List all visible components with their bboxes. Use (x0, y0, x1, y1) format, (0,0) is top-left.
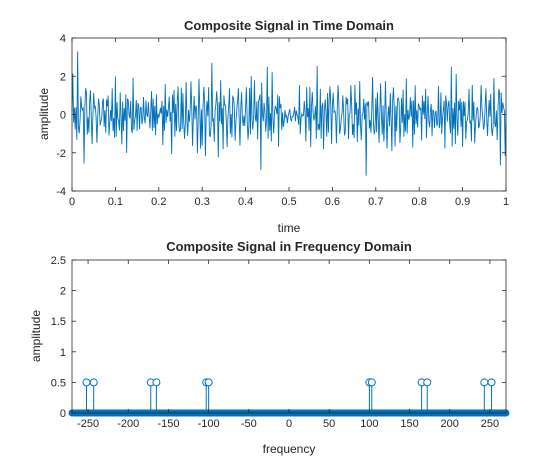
frequency-domain-xlabel: frequency (263, 442, 316, 456)
frequency-domain-xtick-label: -150 (157, 418, 179, 430)
frequency-domain-peak-marker (480, 378, 489, 387)
time-domain-plot (71, 51, 507, 176)
frequency-domain-peak-marker (487, 378, 496, 387)
frequency-domain-ytick-label: 0.5 (51, 377, 66, 389)
time-domain-xtick-label: 0.9 (455, 196, 470, 208)
frequency-domain-peak-marker (82, 378, 91, 387)
time-domain-box (71, 37, 507, 192)
frequency-domain-peak-marker (152, 378, 161, 387)
frequency-domain-xtick-label: -200 (117, 418, 139, 430)
time-domain-xtick-label: 0.7 (368, 196, 383, 208)
time-domain-xtick-label: 0.3 (195, 196, 210, 208)
frequency-domain-xtick-label: 100 (360, 418, 378, 430)
frequency-domain-box (71, 259, 507, 414)
time-domain-ytick-label: -2 (56, 148, 66, 160)
frequency-domain-title: Composite Signal in Frequency Domain (166, 239, 412, 254)
time-domain-xtick-label: 0 (69, 196, 75, 208)
frequency-domain-xtick-label: 150 (400, 418, 418, 430)
frequency-domain-ticks: -250 -200 -150 -100 -50 0 50 100 150 200 250 0 0.5 1 1… (51, 255, 506, 430)
time-domain-xtick-label: 0.1 (108, 196, 123, 208)
time-domain-xtick-label: 0.8 (412, 196, 427, 208)
frequency-domain-ytick-label: 1 (60, 347, 66, 359)
frequency-domain-peak-marker (204, 378, 213, 387)
frequency-domain-xtick-label: 250 (481, 418, 499, 430)
time-domain-signal-line (71, 51, 507, 176)
time-domain-axes: Composite Signal in Time Domain time amp… (37, 18, 509, 235)
frequency-domain-ytick-label: 1.5 (51, 316, 66, 328)
frequency-domain-peak-marker (89, 378, 98, 387)
frequency-domain-xtick-label: -50 (241, 418, 257, 430)
time-domain-xtick-label: 0.6 (325, 196, 340, 208)
frequency-domain-peak-marker (423, 378, 432, 387)
frequency-domain-xtick-label: 0 (286, 418, 292, 430)
frequency-domain-axes: Composite Signal in Frequency Domain fre… (29, 239, 510, 456)
frequency-domain-xtick-label: 50 (323, 418, 335, 430)
time-domain-ytick-label: 2 (60, 71, 66, 83)
time-domain-xlabel: time (278, 221, 301, 235)
frequency-domain-ytick-label: 0 (60, 408, 66, 420)
frequency-domain-xtick-label: 200 (441, 418, 459, 430)
time-domain-ytick-label: -4 (56, 186, 66, 198)
time-domain-xtick-label: 1 (503, 196, 509, 208)
time-domain-ticks: 0 0.1 0.2 0.3 0.4 0.5 0.6 0.7 0.8 0.9 1 -4 -2 0 2 4 (56, 33, 509, 208)
time-domain-ylabel: amplitude (37, 88, 51, 140)
frequency-domain-ytick-label: 2 (60, 286, 66, 298)
time-domain-title: Composite Signal in Time Domain (184, 18, 394, 33)
time-domain-xtick-label: 0.4 (238, 196, 253, 208)
time-domain-ytick-label: 4 (60, 33, 66, 45)
frequency-domain-xtick-label: -100 (198, 418, 220, 430)
frequency-domain-peak-marker (367, 378, 376, 387)
time-domain-ytick-label: 0 (60, 110, 66, 122)
frequency-domain-xtick-label: -250 (77, 418, 99, 430)
frequency-domain-ytick-label: 2.5 (51, 255, 66, 267)
time-domain-xtick-label: 0.2 (151, 196, 166, 208)
frequency-domain-ylabel: amplitude (29, 310, 43, 362)
time-domain-xtick-label: 0.5 (281, 196, 296, 208)
